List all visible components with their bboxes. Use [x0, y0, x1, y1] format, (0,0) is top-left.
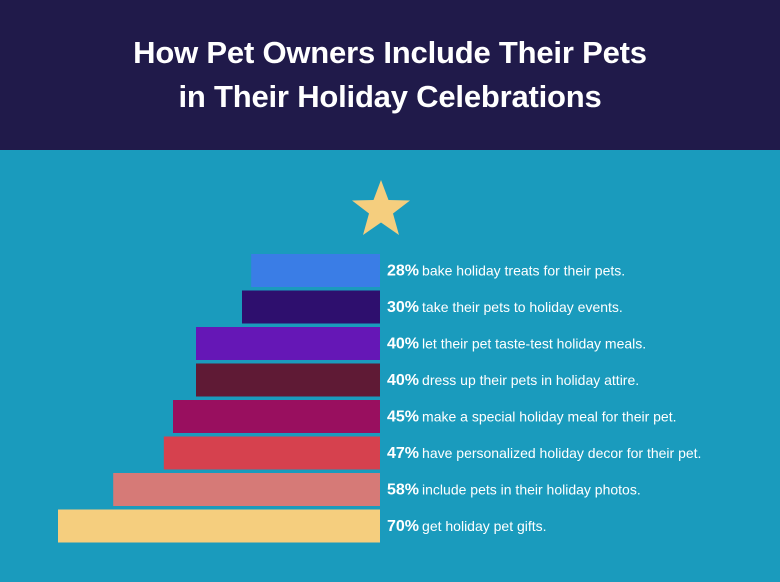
bar-label-5: 45% make a special holiday meal for their… — [387, 409, 677, 426]
bar-label-3: 40% let their pet taste-test holiday meal… — [387, 336, 646, 353]
bar-label-7: 58% include pets in their holiday photos. — [387, 482, 641, 499]
bar-label-6: 47% have personalized holiday decor for t… — [387, 445, 701, 462]
bar-label-4: 40% dress up their pets in holiday attire… — [387, 372, 639, 389]
header: How Pet Owners Include Their Pets in The… — [0, 0, 780, 150]
bar-category-label: get holiday pet gifts. — [422, 518, 547, 534]
bar-3 — [196, 327, 380, 360]
bar-category-label: take their pets to holiday events. — [422, 299, 623, 315]
chart-title-line-1: How Pet Owners Include Their Pets — [133, 35, 647, 70]
bar-2 — [242, 290, 380, 324]
bar-6 — [163, 436, 380, 470]
bar-5 — [173, 400, 380, 433]
bar-category-label: let their pet taste-test holiday meals. — [422, 336, 646, 352]
bar-value-label: 58% — [387, 482, 419, 499]
bar-value-label: 28% — [387, 263, 419, 280]
bar-1 — [251, 254, 380, 287]
bar-label-2: 30% take their pets to holiday events. — [387, 299, 623, 316]
bar-category-label: have personalized holiday decor for thei… — [422, 445, 701, 461]
bar-label-8: 70% get holiday pet gifts. — [387, 518, 547, 535]
bar-category-label: bake holiday treats for their pets. — [422, 263, 625, 279]
bar-value-label: 40% — [387, 372, 419, 389]
bar-label-1: 28% bake holiday treats for their pets. — [387, 263, 625, 280]
bar-value-label: 40% — [387, 336, 419, 353]
bar-value-label: 47% — [387, 445, 419, 462]
bar-category-label: make a special holiday meal for their pe… — [422, 409, 676, 425]
bar-value-label: 70% — [387, 518, 419, 535]
chart-title-line-2: in Their Holiday Celebrations — [178, 79, 602, 114]
bar-value-label: 45% — [387, 409, 419, 426]
bar-category-label: include pets in their holiday photos. — [422, 482, 641, 498]
star-icon — [352, 180, 410, 235]
bar-8 — [58, 509, 380, 543]
bar-category-label: dress up their pets in holiday attire. — [422, 372, 639, 388]
bar-4 — [196, 363, 380, 397]
bar-value-label: 30% — [387, 299, 419, 316]
bar-7 — [113, 473, 380, 506]
